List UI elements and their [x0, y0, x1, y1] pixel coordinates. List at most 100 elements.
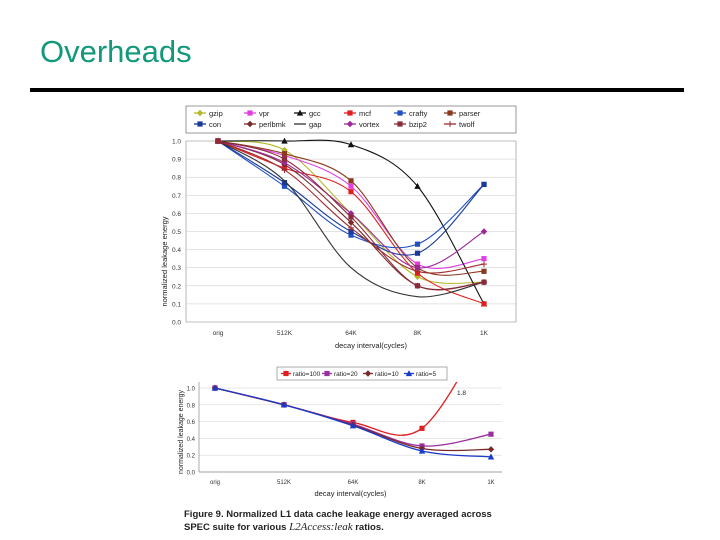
- chart2-point-ratio=10-1K: [487, 446, 495, 453]
- chart1-xlabel: decay interval(cycles): [335, 341, 408, 350]
- chart1-point-crafty-512K: [281, 183, 288, 189]
- chart1-legend-label-parser: parser: [459, 109, 481, 118]
- chart2-point-ratio=5-1K: [487, 453, 495, 460]
- chart2-legend-label-ratio=5: ratio=5: [416, 371, 436, 378]
- chart2-ylabel: normalized leakage energy: [178, 389, 185, 474]
- chart1-point-mcf-1K: [481, 301, 487, 307]
- chart1-point-gcc-8K: [414, 182, 421, 189]
- chart2-point-ratio=5-orig: [211, 384, 219, 391]
- chart2-point-ratio=20-1K: [488, 431, 494, 437]
- chart1-point-con-64K: [348, 228, 354, 235]
- chart2-legend-label-ratio=20: ratio=20: [334, 371, 358, 378]
- chart2-legend-marker-ratio=10: [364, 370, 372, 377]
- chart1-legend-marker-con: [197, 121, 203, 127]
- chart2-annotation: 1.8: [457, 390, 466, 397]
- chart1-point-vpr-1K: [481, 256, 487, 262]
- chart1-xtick-8K: 8K: [414, 330, 423, 337]
- chart2-legend-marker-ratio=20: [324, 370, 330, 377]
- chart1-point-vortex-1K: [480, 228, 488, 235]
- chart1-point-gcc-64K: [347, 141, 355, 148]
- chart1-ytick-0.5: 0.5: [172, 229, 181, 236]
- chart2-xtick-512K: 512K: [277, 480, 291, 486]
- chart1-point-vortex-512K: [281, 159, 288, 166]
- chart1-xtick-orig: orig: [213, 330, 224, 337]
- chart1-point-vortex-8K: [414, 264, 421, 271]
- chart1-ytick-0.2: 0.2: [172, 283, 181, 290]
- chart1-point-bzip2-8K: [414, 283, 421, 289]
- chart1-point-crafty-64K: [348, 232, 354, 238]
- chart1-ytick-0.1: 0.1: [172, 301, 181, 308]
- chart1-legend-marker-mcf: [347, 110, 353, 116]
- chart1-ylabel: normalized leakage energy: [160, 216, 169, 306]
- chart1-point-vpr-8K: [414, 261, 421, 267]
- chart1-point-con-1K: [481, 181, 487, 188]
- chart1-legend-marker-parser: [447, 110, 453, 116]
- chart-1-all-benchmarks: gzip vpr gcc mcf crafty parser con perlbmk gap vo…: [160, 105, 517, 350]
- chart1-xtick-1K: 1K: [480, 330, 489, 337]
- chart1-point-parser-64K: [348, 178, 354, 184]
- chart1-ytick-0.0: 0.0: [172, 320, 181, 327]
- chart1-point-twolf-512K: [281, 166, 288, 173]
- chart2-legend-box: [276, 366, 448, 381]
- chart-2-ratio-sweep: ratio=100 ratio=20 ratio=10 ratio=5 0.0 0.2 0.…: [178, 366, 502, 498]
- chart1-point-vpr-64K: [348, 183, 354, 189]
- chart2-xtick-orig: orig: [210, 480, 220, 486]
- chart2-ytick-0.8: 0.8: [187, 403, 196, 409]
- chart1-point-gcc-512K: [281, 137, 288, 144]
- chart1-legend-label-gap: gap: [309, 120, 322, 129]
- chart1-ytick-0.9: 0.9: [172, 157, 181, 164]
- chart1-legend-marker-bzip2: [397, 121, 403, 127]
- chart1-point-perlbmk-64K: [347, 219, 355, 226]
- chart1-legend-marker-vpr: [247, 110, 253, 116]
- chart1-point-twolf-orig: [215, 138, 221, 144]
- chart1-legend-label-twolf: twolf: [459, 120, 475, 129]
- caption-prefix: Figure 9. Normalized L1 data cache leaka…: [184, 509, 492, 533]
- chart1-ytick-0.6: 0.6: [172, 211, 181, 218]
- chart1-line-gcc: [217, 139, 485, 305]
- chart1-xtick-64K: 64K: [345, 330, 357, 337]
- chart2-point-ratio=5-8K: [418, 447, 426, 454]
- chart1-legend-marker-crafty: [397, 110, 403, 116]
- chart1-legend-label-con: con: [209, 120, 221, 129]
- chart2-ytick-0.0: 0.0: [187, 471, 196, 477]
- caption-suffix: ratios.: [352, 522, 384, 533]
- chart2-line-ratio=20: [214, 387, 492, 447]
- chart1-point-twolf-64K: [348, 224, 354, 231]
- chart2-legend-marker-ratio=100: [283, 370, 289, 377]
- chart1-xtick-512K: 512K: [277, 330, 293, 337]
- chart1-legend-marker-vortex: [346, 120, 354, 128]
- chart2-xtick-64K: 64K: [348, 480, 359, 486]
- chart1-point-con-512K: [281, 180, 288, 186]
- chart2-ytick-0.6: 0.6: [187, 420, 196, 426]
- chart2-ytick-0.4: 0.4: [187, 437, 196, 443]
- chart1-legend-label-crafty: crafty: [409, 109, 428, 118]
- chart1-ytick-0.7: 0.7: [172, 193, 181, 200]
- chart1-legend-label-vortex: vortex: [359, 120, 380, 129]
- chart1-legend-marker-twolf: [447, 121, 453, 127]
- title-divider: [30, 88, 684, 92]
- chart2-point-ratio=5-512K: [280, 401, 288, 408]
- chart2-ytick-1.0: 1.0: [187, 387, 196, 393]
- chart2-ytick-0.2: 0.2: [187, 454, 196, 460]
- chart1-point-parser-512K: [281, 151, 288, 157]
- chart1-line-gap: [217, 140, 485, 298]
- chart1-legend-marker-gcc: [296, 109, 304, 116]
- chart1-point-con-8K: [414, 250, 421, 256]
- chart1-legend-label-gcc: gcc: [309, 109, 321, 118]
- chart2-point-ratio=5-64K: [349, 422, 357, 429]
- chart2-legend-label-ratio=10: ratio=10: [375, 371, 399, 378]
- chart1-point-bzip2-1K: [481, 279, 487, 285]
- chart1-ytick-1.0: 1.0: [172, 139, 181, 146]
- slide-title: Overheads: [40, 34, 192, 69]
- chart1-ytick-0.3: 0.3: [172, 265, 181, 272]
- chart1-legend-label-bzip2: bzip2: [409, 120, 427, 129]
- caption-ratio-term: L2Access:leak: [289, 521, 353, 533]
- chart1-point-twolf-8K: [414, 268, 421, 275]
- chart1-legend-label-mcf: mcf: [359, 109, 372, 118]
- chart2-xtick-8K: 8K: [418, 480, 425, 486]
- chart1-point-crafty-8K: [414, 241, 421, 247]
- chart1-point-bzip2-512K: [281, 156, 288, 162]
- chart1-legend-marker-perlbmk: [246, 120, 254, 128]
- chart2-xtick-1K: 1K: [487, 480, 494, 486]
- chart2-xlabel: decay interval(cycles): [314, 489, 387, 498]
